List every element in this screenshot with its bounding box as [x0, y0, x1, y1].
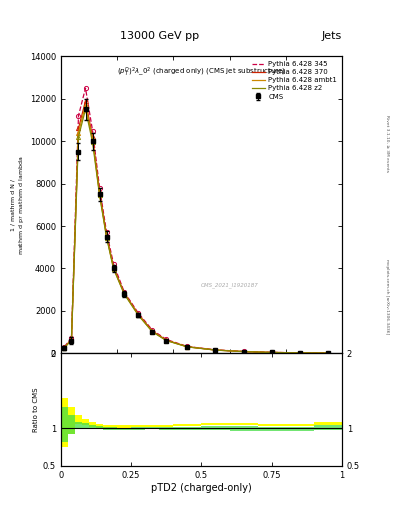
Text: 13000 GeV pp: 13000 GeV pp [120, 31, 199, 41]
Pythia 6.428 370 [325, 350, 330, 356]
Pythia 6.428 345 [150, 327, 154, 333]
Pythia 6.428 ambt1 [111, 265, 116, 271]
Pythia 6.428 z2 [122, 291, 127, 297]
Pythia 6.428 345 [298, 350, 302, 356]
Pythia 6.428 z2 [62, 345, 67, 351]
Pythia 6.428 370 [111, 264, 116, 270]
Pythia 6.428 z2 [90, 139, 95, 145]
Pythia 6.428 370 [104, 232, 109, 239]
Pythia 6.428 370 [69, 336, 74, 343]
Pythia 6.428 345 [164, 336, 169, 343]
Line: Pythia 6.428 z2: Pythia 6.428 z2 [64, 110, 328, 353]
Pythia 6.428 z2 [76, 134, 81, 140]
Pythia 6.428 ambt1 [76, 130, 81, 136]
Pythia 6.428 345 [241, 348, 246, 354]
Pythia 6.428 370 [269, 349, 274, 355]
Pythia 6.428 370 [241, 349, 246, 355]
Pythia 6.428 370 [76, 125, 81, 132]
Text: CMS_2021_I1920187: CMS_2021_I1920187 [201, 282, 258, 288]
Pythia 6.428 z2 [325, 350, 330, 356]
Pythia 6.428 ambt1 [83, 102, 88, 108]
Pythia 6.428 345 [185, 344, 190, 350]
Pythia 6.428 z2 [164, 337, 169, 344]
Pythia 6.428 345 [111, 261, 116, 267]
Pythia 6.428 345 [213, 347, 218, 353]
Pythia 6.428 370 [122, 290, 127, 296]
Pythia 6.428 z2 [269, 349, 274, 355]
Pythia 6.428 z2 [298, 350, 302, 356]
Y-axis label: Ratio to CMS: Ratio to CMS [33, 388, 39, 432]
Pythia 6.428 ambt1 [298, 350, 302, 356]
Pythia 6.428 ambt1 [97, 191, 102, 197]
Pythia 6.428 ambt1 [164, 337, 169, 344]
Pythia 6.428 ambt1 [69, 336, 74, 343]
Pythia 6.428 345 [104, 229, 109, 236]
Pythia 6.428 345 [122, 289, 127, 295]
Pythia 6.428 ambt1 [122, 290, 127, 296]
Pythia 6.428 z2 [69, 337, 74, 343]
Text: mcplots.cern.ch [arXiv:1306.3436]: mcplots.cern.ch [arXiv:1306.3436] [385, 260, 389, 334]
Pythia 6.428 345 [136, 310, 141, 316]
Pythia 6.428 370 [97, 189, 102, 195]
Pythia 6.428 z2 [104, 234, 109, 241]
Pythia 6.428 ambt1 [325, 350, 330, 356]
Pythia 6.428 z2 [213, 347, 218, 353]
Pythia 6.428 ambt1 [185, 344, 190, 350]
Pythia 6.428 370 [150, 328, 154, 334]
Pythia 6.428 z2 [83, 106, 88, 113]
Pythia 6.428 ambt1 [104, 233, 109, 240]
Pythia 6.428 ambt1 [213, 347, 218, 353]
X-axis label: pTD2 (charged-only): pTD2 (charged-only) [151, 482, 252, 493]
Pythia 6.428 ambt1 [269, 349, 274, 355]
Pythia 6.428 ambt1 [241, 349, 246, 355]
Pythia 6.428 370 [136, 311, 141, 317]
Pythia 6.428 345 [83, 85, 88, 91]
Line: Pythia 6.428 370: Pythia 6.428 370 [64, 101, 328, 353]
Pythia 6.428 z2 [136, 312, 141, 318]
Line: Pythia 6.428 ambt1: Pythia 6.428 ambt1 [64, 105, 328, 353]
Y-axis label: 1 / mathrm d N /
mathrm d p$_T$ mathrm d lambda: 1 / mathrm d N / mathrm d p$_T$ mathrm d… [11, 155, 26, 254]
Pythia 6.428 370 [213, 347, 218, 353]
Pythia 6.428 370 [164, 337, 169, 343]
Pythia 6.428 370 [90, 134, 95, 140]
Pythia 6.428 z2 [150, 329, 154, 335]
Text: Jets: Jets [321, 31, 342, 41]
Pythia 6.428 370 [83, 98, 88, 104]
Legend: Pythia 6.428 345, Pythia 6.428 370, Pythia 6.428 ambt1, Pythia 6.428 z2, CMS: Pythia 6.428 345, Pythia 6.428 370, Pyth… [250, 60, 338, 101]
Pythia 6.428 ambt1 [150, 328, 154, 334]
Pythia 6.428 z2 [185, 344, 190, 350]
Pythia 6.428 z2 [97, 192, 102, 198]
Line: Pythia 6.428 345: Pythia 6.428 345 [64, 88, 328, 353]
Pythia 6.428 345 [325, 350, 330, 356]
Pythia 6.428 345 [90, 127, 95, 134]
Text: Rivet 3.1.10, ≥ 3M events: Rivet 3.1.10, ≥ 3M events [385, 115, 389, 172]
Text: $(p_T^D)^2\lambda\_0^2$ (charged only) (CMS jet substructure): $(p_T^D)^2\lambda\_0^2$ (charged only) (… [117, 65, 286, 78]
Pythia 6.428 z2 [111, 266, 116, 272]
Pythia 6.428 z2 [241, 349, 246, 355]
Pythia 6.428 370 [185, 344, 190, 350]
Pythia 6.428 345 [269, 349, 274, 355]
Pythia 6.428 370 [62, 344, 67, 350]
Pythia 6.428 345 [97, 185, 102, 191]
Pythia 6.428 345 [76, 113, 81, 119]
Pythia 6.428 345 [69, 335, 74, 341]
Pythia 6.428 ambt1 [62, 345, 67, 351]
Pythia 6.428 ambt1 [136, 312, 141, 318]
Pythia 6.428 ambt1 [90, 136, 95, 142]
Pythia 6.428 345 [62, 344, 67, 350]
Pythia 6.428 370 [298, 350, 302, 356]
